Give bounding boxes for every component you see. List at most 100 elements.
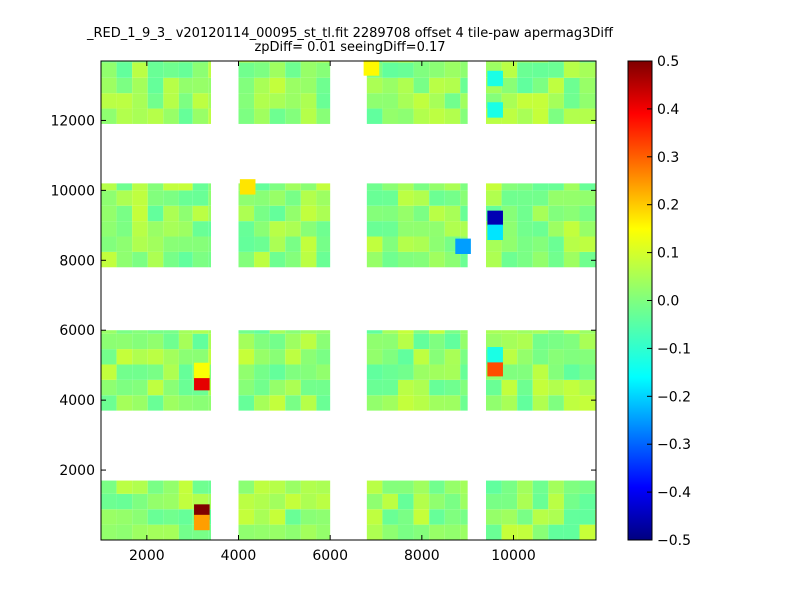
x-tick-label: 6000 [312, 548, 348, 564]
heatmap-cell [460, 330, 468, 334]
heatmap-cell [238, 93, 255, 109]
heatmap-cell [548, 330, 564, 334]
heatmap-cell [563, 77, 580, 94]
heatmap-cell [486, 330, 502, 334]
heatmap-cell [132, 190, 148, 206]
x-axis: 2000 4000 6000 8000 10000 [129, 61, 536, 564]
heatmap-cell [269, 379, 286, 396]
heatmap-cell [548, 221, 564, 237]
heatmap-cell [532, 77, 549, 94]
heatmap-cell [486, 509, 502, 525]
heatmap-cell [254, 93, 270, 109]
x-tick-label: 4000 [221, 548, 257, 564]
heatmap-cell [178, 395, 193, 411]
heatmap-cell [579, 493, 596, 510]
heatmap-cell [285, 480, 301, 494]
heatmap-cell [579, 395, 596, 411]
heatmap-cell [101, 77, 117, 94]
heatmap-cell [116, 183, 133, 191]
heatmap-cell [300, 509, 317, 525]
heatmap-cell [316, 480, 331, 494]
heatmap-cell [132, 205, 148, 222]
heatmap-cell [208, 349, 211, 365]
heatmap-cell [398, 333, 414, 350]
heatmap-cell [208, 205, 211, 222]
heatmap-cell [254, 183, 270, 191]
heatmap-cell [316, 190, 331, 206]
heatmap-cell [563, 236, 580, 252]
heatmap-cell [486, 61, 502, 63]
heatmap-cell [316, 509, 331, 525]
heatmap-cell [147, 93, 164, 109]
heatmap-cell [147, 364, 164, 380]
heatmap-cell [316, 395, 331, 411]
heatmap-cell [532, 221, 549, 237]
heatmap-cell [238, 330, 255, 334]
heatmap-cell [238, 333, 255, 350]
heatmap-cell [147, 190, 164, 206]
heatmap-cell [382, 349, 398, 365]
heatmap-cell [116, 221, 133, 237]
heatmap-cell [563, 379, 580, 396]
heatmap-cell [132, 62, 148, 78]
heatmap-cell [101, 236, 117, 252]
heatmap-cell [366, 480, 383, 494]
heatmap-cell [413, 236, 430, 252]
heatmap-cell [429, 77, 445, 94]
heatmap-cell [316, 221, 331, 237]
heatmap-cell [444, 395, 461, 411]
heatmap-cell [563, 221, 580, 237]
heatmap-cell [501, 236, 518, 252]
heatmap-cell [532, 379, 549, 396]
heatmap-cell [178, 61, 193, 63]
heatmap-cell [444, 364, 461, 380]
heatmap-cell [178, 205, 193, 222]
heatmap-cell [238, 205, 255, 222]
heatmap-cell [316, 379, 331, 396]
heatmap-cell [285, 379, 301, 396]
heatmap-cell [548, 251, 564, 268]
heatmap-cell [132, 93, 148, 109]
heatmap-cell [501, 330, 518, 334]
heatmap-cell [269, 349, 286, 365]
heatmap-cell [579, 108, 596, 124]
heatmap-cell [517, 493, 533, 510]
heatmap-cell [254, 108, 270, 124]
heatmap-cell [238, 493, 255, 510]
heatmap-cell [208, 183, 211, 191]
heatmap-cell [444, 524, 461, 540]
heatmap-cell [300, 330, 317, 334]
heatmap-cell [254, 379, 270, 396]
heatmap-cell-notable [194, 514, 210, 531]
y-tick-label: 6000 [59, 323, 95, 339]
heatmap-cell [486, 333, 502, 350]
heatmap-cell [398, 349, 414, 365]
heatmap-cell [517, 330, 533, 334]
heatmap-cell [269, 190, 286, 206]
heatmap-cell [132, 349, 148, 365]
heatmap-cell [486, 236, 502, 252]
heatmap-cell [548, 236, 564, 252]
heatmap-cell [254, 349, 270, 365]
heatmap-cell [501, 77, 518, 94]
heatmap-cell [316, 493, 331, 510]
heatmap-cell [460, 205, 468, 222]
heatmap-cell [460, 524, 468, 540]
heatmap-cell [300, 251, 317, 268]
heatmap-cell [548, 93, 564, 109]
y-axis: 2000 4000 6000 8000 10000 12000 [50, 113, 596, 479]
heatmap-cell [116, 77, 133, 94]
heatmap-cell [254, 221, 270, 237]
heatmap-cell [178, 330, 193, 334]
heatmap-cell [532, 493, 549, 510]
heatmap-cell [178, 509, 193, 525]
heatmap-cell [178, 333, 193, 350]
heatmap-cell [178, 524, 193, 540]
heatmap-cell [254, 480, 270, 494]
heatmap-cell [579, 183, 596, 191]
heatmap-cell [192, 333, 209, 350]
heatmap-cell [208, 480, 211, 494]
heatmap-cell [132, 493, 148, 510]
heatmap-cell [486, 395, 502, 411]
colorbar-tick-label: 0.5 [657, 54, 679, 70]
